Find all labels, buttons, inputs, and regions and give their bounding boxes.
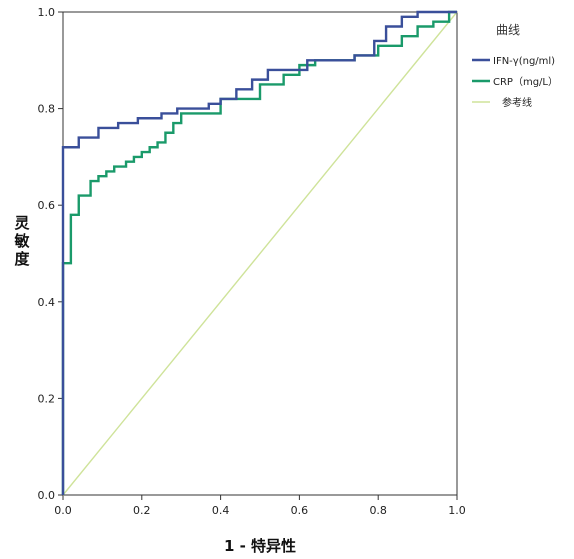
series-crp: [61, 10, 457, 495]
x-tick-label: 1.0: [448, 504, 466, 517]
x-tick-label: 0.8: [369, 504, 387, 517]
y-tick-label: 0.0: [38, 489, 56, 502]
legend-entry-reference: 参考线: [502, 96, 532, 109]
series-reference-line: [62, 11, 458, 496]
y-tick-label: 0.2: [38, 392, 56, 405]
series-ifn-gamma: [61, 10, 457, 495]
x-axis: 0.0 0.2 0.4 0.6 0.8 1.0: [54, 495, 466, 517]
y-axis: 0.0 0.2 0.4 0.6 0.8 1.0 灵敏度: [13, 6, 63, 502]
x-tick-label: 0.6: [291, 504, 309, 517]
legend-entry-crp: CRP（mg/L）: [493, 76, 558, 88]
y-tick-label: 0.4: [38, 296, 56, 309]
legend-title: 曲线: [496, 23, 520, 37]
y-tick-label: 0.8: [38, 103, 56, 116]
legend-entry-ifn: IFN-γ(ng/ml): [493, 56, 555, 67]
legend: 曲线 IFN-γ(ng/ml) CRP（mg/L） 参考线: [472, 23, 558, 109]
y-tick-label: 1.0: [38, 6, 56, 19]
x-tick-label: 0.0: [54, 504, 72, 517]
y-tick-label: 0.6: [38, 199, 56, 212]
series-layer: [61, 10, 458, 496]
x-tick-label: 0.4: [212, 504, 230, 517]
x-tick-label: 0.2: [133, 504, 151, 517]
x-axis-title: 1 - 特异性: [224, 537, 296, 555]
y-axis-title: 灵敏度: [13, 214, 30, 268]
